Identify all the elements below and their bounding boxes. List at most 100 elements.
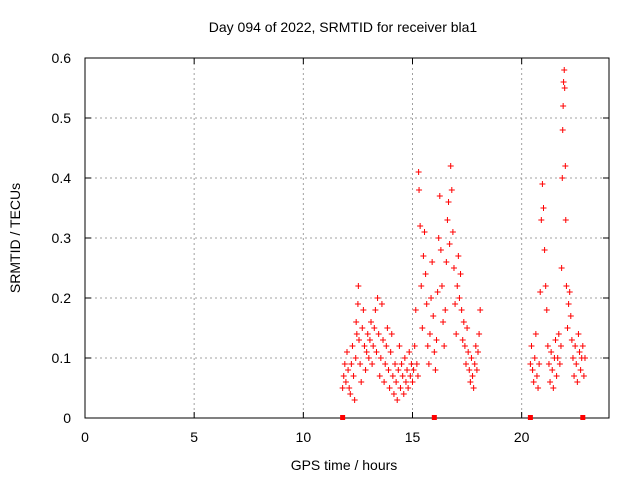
- data-point: [361, 343, 368, 349]
- data-point-square: [580, 415, 586, 420]
- data-point: [414, 373, 421, 379]
- data-point: [537, 289, 544, 295]
- data-point: [381, 379, 388, 385]
- data-point: [355, 283, 362, 289]
- data-point: [473, 367, 480, 373]
- data-point: [435, 235, 442, 241]
- data-point: [364, 331, 371, 337]
- data-point: [568, 337, 575, 343]
- data-point: [399, 373, 406, 379]
- y-tick-label: 0.5: [52, 110, 72, 126]
- data-point: [455, 253, 462, 259]
- data-point: [410, 367, 417, 373]
- data-point: [576, 349, 583, 355]
- data-point: [558, 265, 565, 271]
- data-point: [565, 301, 572, 307]
- data-point: [574, 379, 581, 385]
- data-point: [365, 355, 372, 361]
- data-point: [401, 355, 408, 361]
- data-point: [378, 301, 385, 307]
- data-point: [469, 373, 476, 379]
- data-point: [398, 361, 405, 367]
- data-point: [422, 271, 429, 277]
- data-point: [532, 331, 539, 337]
- data-point: [359, 325, 366, 331]
- data-point: [404, 367, 411, 373]
- data-point: [358, 379, 365, 385]
- data-point: [554, 355, 561, 361]
- data-point: [374, 295, 381, 301]
- data-point: [356, 337, 363, 343]
- data-point: [457, 271, 464, 277]
- data-point: [377, 355, 384, 361]
- data-point: [416, 187, 423, 193]
- data-point: [350, 373, 357, 379]
- data-point: [477, 307, 484, 313]
- data-point: [580, 373, 587, 379]
- data-point: [418, 283, 425, 289]
- data-point: [555, 331, 562, 337]
- data-point: [467, 379, 474, 385]
- data-point: [431, 349, 438, 355]
- data-point: [421, 229, 428, 235]
- data-point: [396, 343, 403, 349]
- data-point: [545, 361, 552, 367]
- data-point: [577, 367, 584, 373]
- data-point: [344, 349, 350, 355]
- data-point: [476, 331, 483, 337]
- y-tick-label: 0: [63, 410, 71, 426]
- data-point-square: [431, 415, 437, 420]
- data-point: [376, 373, 383, 379]
- data-point: [548, 349, 555, 355]
- data-point: [357, 361, 364, 367]
- data-point: [536, 361, 543, 367]
- data-point-square: [340, 415, 346, 420]
- data-point: [530, 379, 537, 385]
- data-point: [550, 385, 557, 391]
- data-point: [353, 319, 360, 325]
- data-point: [562, 163, 569, 169]
- data-point: [354, 301, 361, 307]
- data-point: [405, 385, 412, 391]
- data-point: [539, 181, 546, 187]
- y-tick-label: 0.6: [52, 50, 72, 66]
- axis-ticks: 0 5 10 15 20 0 0.1 0.2 0.3 0.4 0.5 0.6: [52, 50, 609, 445]
- data-point: [533, 373, 540, 379]
- data-point: [464, 325, 471, 331]
- data-point: [543, 307, 550, 313]
- data-point: [560, 103, 567, 109]
- data-point: [392, 361, 399, 367]
- data-point: [420, 253, 427, 259]
- chart-title: Day 094 of 2022, SRMTID for receiver bla…: [209, 19, 478, 35]
- data-point: [456, 295, 463, 301]
- data-point: [348, 361, 355, 367]
- data-point: [572, 343, 579, 349]
- data-point-square: [527, 415, 533, 420]
- data-point: [362, 367, 369, 373]
- data-point: [371, 325, 378, 331]
- data-point: [383, 343, 390, 349]
- data-point: [449, 229, 456, 235]
- data-point: [402, 379, 409, 385]
- data-point: [563, 283, 570, 289]
- data-point: [465, 349, 472, 355]
- data-point: [561, 85, 568, 91]
- data-point: [342, 379, 349, 385]
- data-point: [540, 205, 547, 211]
- data-point: [541, 247, 548, 253]
- data-point: [553, 373, 560, 379]
- data-point: [436, 193, 443, 199]
- data-point: [562, 217, 569, 223]
- data-point: [458, 307, 465, 313]
- data-point: [460, 319, 467, 325]
- data-point: [345, 367, 352, 373]
- data-point: [542, 283, 549, 289]
- data-point: [349, 343, 356, 349]
- data-point: [538, 217, 545, 223]
- data-point: [461, 343, 468, 349]
- data-point: [425, 361, 432, 367]
- data-point: [363, 349, 370, 355]
- data-point: [432, 367, 439, 373]
- data-point: [384, 325, 391, 331]
